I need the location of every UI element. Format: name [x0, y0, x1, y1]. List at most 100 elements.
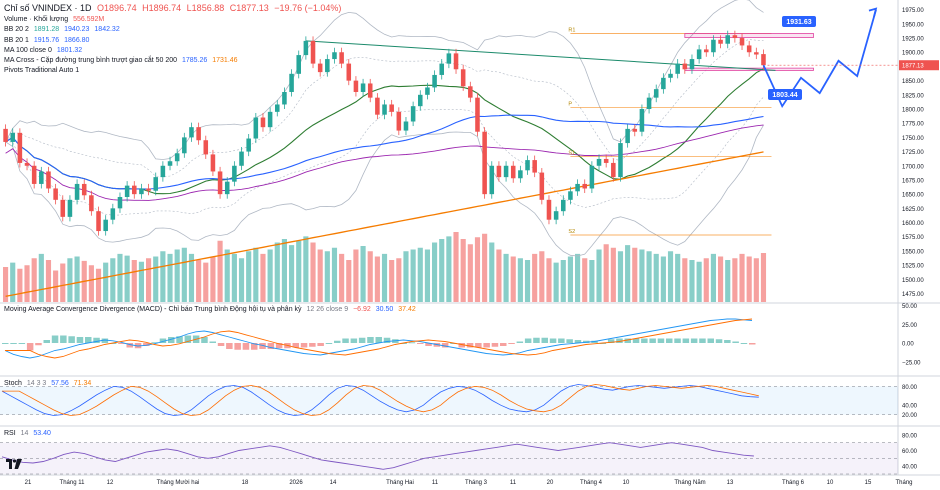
candle-body	[96, 211, 101, 232]
trendline	[305, 40, 776, 71]
price-axis-tick: 1825.00	[902, 93, 924, 99]
volume-bar	[739, 253, 745, 302]
macd-histogram-bar	[184, 335, 192, 343]
volume-bar	[632, 247, 638, 302]
macd-legend[interactable]: Moving Average Convergence Divergence (M…	[4, 306, 419, 313]
candle-body	[689, 59, 695, 70]
macd-histogram-bar	[724, 340, 731, 343]
candle-body	[110, 208, 116, 220]
candle-body	[589, 165, 595, 189]
candle-body	[296, 55, 301, 74]
volume-bar	[60, 263, 66, 302]
time-axis-label: 2026	[289, 480, 303, 486]
bb1-legend[interactable]: BB 20 2 1891.28 1940.23 1842.32	[4, 25, 344, 35]
candle-body	[625, 128, 630, 144]
volume-bar	[188, 253, 195, 302]
macd-histogram-bar	[690, 338, 698, 343]
candle-body	[682, 63, 688, 70]
candle-body	[217, 171, 223, 195]
candle-body	[139, 188, 144, 195]
ma100-line	[5, 114, 764, 190]
rsi-legend[interactable]: RSI 14 53.40	[4, 430, 54, 437]
price-axis-tick: 1525.00	[902, 264, 924, 270]
macd-histogram-bar	[300, 343, 308, 348]
volume-bar	[310, 242, 316, 302]
volume-bar	[74, 256, 80, 302]
candle-body	[339, 52, 344, 64]
macd-histogram-bar	[109, 343, 117, 344]
candle-body	[282, 91, 287, 105]
candle-body	[210, 154, 216, 172]
candle-body	[325, 59, 330, 73]
price-axis-tick: 1550.00	[902, 249, 924, 255]
current-price-badge	[899, 60, 939, 71]
candle-body	[60, 199, 66, 217]
volume-bar	[331, 247, 338, 302]
volume-bar	[453, 232, 459, 302]
macross-legend[interactable]: MA Cross - Cặp đường trung bình trượt gi…	[4, 56, 344, 66]
macd-histogram-bar	[524, 338, 532, 343]
volume-bar	[103, 262, 109, 302]
macd-axis-tick: 25.00	[902, 323, 918, 329]
ma200-line	[5, 151, 764, 297]
macd-histogram-bar	[516, 341, 524, 343]
candle-body	[446, 53, 452, 64]
candle-body	[739, 38, 745, 46]
candle-body	[553, 211, 559, 220]
candle-body	[396, 111, 402, 131]
time-axis-label: Tháng 6	[782, 480, 805, 486]
macd-histogram-bar	[682, 338, 690, 343]
volume-bar	[432, 242, 438, 302]
macd-histogram-bar	[549, 338, 557, 343]
candle-body	[89, 195, 94, 212]
stoch-d-line	[2, 384, 759, 416]
macd-histogram-bar	[558, 338, 565, 343]
candle-body	[132, 185, 137, 195]
candle-body	[260, 117, 266, 128]
volume-bar	[703, 258, 709, 302]
volume-bar	[296, 240, 302, 302]
price-axis-tick: 1575.00	[902, 235, 924, 241]
stoch-band	[0, 386, 898, 415]
candle-body	[353, 80, 359, 92]
volume-legend[interactable]: Volume · Khối lượng 556.592M	[4, 15, 344, 25]
pivots-legend[interactable]: Pivots Traditional Auto 1	[4, 66, 344, 76]
macd-histogram-bar	[118, 343, 125, 344]
candle-body	[639, 109, 645, 132]
stoch-legend[interactable]: Stoch 14 3 3 57.56 71.34	[4, 380, 94, 387]
macd-histogram-bar	[508, 343, 515, 344]
macd-histogram-bar	[466, 343, 474, 348]
rsi-axis-tick: 40.00	[902, 465, 918, 471]
price-axis-tick: 1625.00	[902, 207, 924, 213]
volume-bar	[524, 260, 531, 302]
price-axis-tick: 1925.00	[902, 37, 924, 43]
ohlc-change: −19.76 (−1.04%)	[274, 3, 342, 13]
candle-body	[117, 196, 123, 209]
pivot-label: S1	[568, 151, 575, 157]
time-axis-label: 11	[432, 480, 439, 486]
candle-body	[518, 170, 523, 179]
macd-histogram-bar	[400, 343, 407, 344]
volume-bar	[546, 258, 552, 302]
pivots-label: Pivots Traditional Auto 1	[4, 67, 80, 75]
candle-body	[432, 74, 437, 88]
pivot-label: S2	[568, 229, 575, 235]
candle-body	[632, 128, 638, 132]
symbol-title[interactable]: Chỉ số VNINDEX · 1D	[4, 3, 92, 13]
volume-bar	[181, 247, 187, 302]
macd-histogram-bar	[217, 343, 225, 346]
macd-histogram-bar	[574, 340, 582, 343]
macd-signal-line	[5, 318, 753, 359]
volume-bar	[582, 258, 588, 302]
stoch-k-line	[1, 384, 759, 416]
volume-bar	[424, 249, 430, 302]
volume-bar	[410, 249, 416, 302]
tradingview-logo-icon[interactable]	[6, 459, 22, 469]
bb2-legend[interactable]: BB 20 1 1915.76 1866.80	[4, 36, 344, 46]
macd-histogram-bar	[383, 337, 391, 343]
price-axis-tick: 1975.00	[902, 8, 924, 14]
ma-legend[interactable]: MA 100 close 0 1801.32	[4, 46, 344, 56]
candle-body	[239, 151, 244, 166]
